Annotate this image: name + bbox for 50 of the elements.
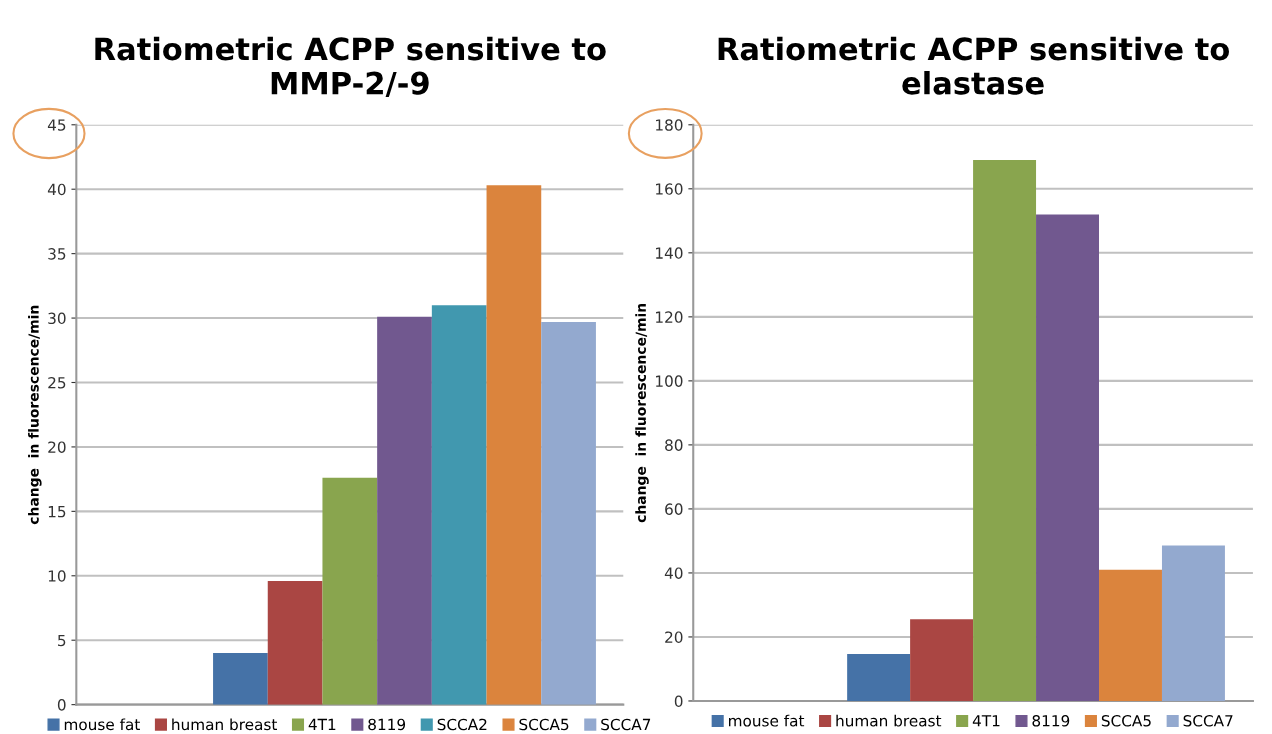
bar — [910, 619, 974, 701]
bar — [486, 185, 542, 705]
y-tick-label: 120 — [656, 311, 683, 323]
y-tick-label: 10 — [48, 570, 66, 582]
legend-label: SCCA5 — [519, 718, 569, 731]
y-tick-label: 40 — [47, 183, 66, 196]
bar — [1036, 214, 1100, 701]
legend-label: SCCA5 — [1101, 714, 1151, 727]
bar — [213, 653, 268, 705]
bar — [377, 316, 432, 705]
bar — [1099, 569, 1162, 701]
bar — [541, 321, 596, 705]
y-tick-label: 15 — [48, 506, 66, 518]
bar — [1161, 545, 1225, 701]
y-tick-label: 60 — [665, 503, 683, 515]
y-tick-label: 25 — [48, 376, 66, 389]
legend-label: SCCA7 — [1183, 714, 1233, 727]
y-tick-label: 0 — [674, 695, 683, 707]
y-tick-label: 160 — [656, 183, 683, 195]
legend-label: mouse fat — [729, 714, 805, 727]
y-tick-label: 180 — [656, 119, 683, 131]
bar — [322, 477, 378, 705]
legend-label: mouse fat — [64, 718, 140, 731]
legend-label: SCCA7 — [601, 718, 651, 731]
y-tick-label: 20 — [665, 631, 683, 643]
chart-title: Ratiometric ACPP sensitive to MMP-2/-9 — [95, 36, 606, 98]
legend-label: human breast — [836, 714, 942, 727]
legend-label: 8119 — [1032, 714, 1070, 727]
y-tick-label: 40 — [664, 567, 683, 579]
bar — [847, 653, 911, 701]
y-axis-title: change in fluorescence/min — [635, 303, 649, 523]
legend-label: SCCA2 — [437, 718, 487, 731]
chart-title: Ratiometric ACPP sensitive to elastase — [718, 36, 1229, 95]
y-axis-title: change in fluorescence/min — [28, 305, 42, 525]
y-tick-label: 30 — [48, 312, 66, 325]
y-tick-label: 20 — [48, 441, 66, 453]
bar — [267, 580, 323, 705]
y-tick-label: 0 — [57, 699, 66, 711]
legend-label: 4T1 — [308, 718, 336, 730]
legend-label: 8119 — [368, 718, 406, 731]
y-tick-label: 5 — [58, 634, 66, 647]
bar — [973, 159, 1037, 701]
y-tick-label: 80 — [665, 439, 683, 451]
y-tick-label: 100 — [656, 375, 683, 387]
legend-label: 4T1 — [972, 715, 1000, 727]
legend-label: human breast — [172, 718, 277, 731]
y-tick-label: 140 — [656, 247, 683, 259]
y-tick-label: 35 — [48, 248, 66, 260]
bar — [431, 305, 487, 705]
y-tick-label: 45 — [47, 119, 66, 131]
